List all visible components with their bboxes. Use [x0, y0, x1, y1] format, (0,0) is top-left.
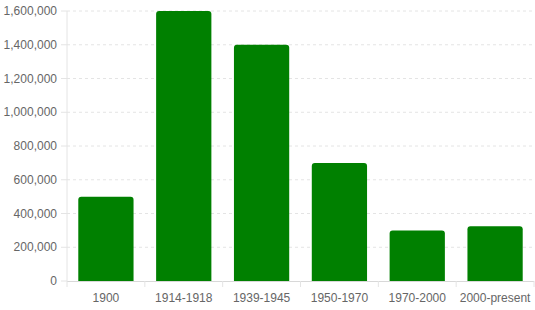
- y-tick-label: 1,000,000: [4, 105, 58, 119]
- grid: [61, 11, 534, 281]
- x-tick: [222, 281, 223, 287]
- bar: [467, 226, 522, 281]
- grid-line: [67, 11, 534, 12]
- x-tick: [456, 281, 457, 287]
- x-tick-label: 2000-present: [460, 291, 531, 305]
- grid-line: [67, 179, 534, 180]
- y-tick: [61, 78, 67, 79]
- grid-line: [67, 78, 534, 79]
- y-tick-label: 1,400,000: [4, 38, 58, 52]
- y-tick: [61, 44, 67, 45]
- y-tick-label: 200,000: [14, 240, 58, 254]
- x-tick: [378, 281, 379, 287]
- y-tick-label: 1,200,000: [4, 72, 58, 86]
- y-tick-label: 1,600,000: [4, 4, 58, 18]
- x-tick: [67, 281, 68, 287]
- grid-line: [67, 213, 534, 214]
- y-tick: [61, 213, 67, 214]
- x-tick: [300, 281, 301, 287]
- x-tick: [534, 281, 535, 287]
- y-tick: [61, 179, 67, 180]
- grid-line: [67, 44, 534, 45]
- bar: [312, 163, 367, 281]
- grid-line: [67, 112, 534, 113]
- bar: [156, 11, 211, 281]
- bars: [78, 11, 522, 281]
- y-tick: [61, 146, 67, 147]
- grid-line: [67, 247, 534, 248]
- x-tick-label: 1914-1918: [155, 291, 213, 305]
- y-tick-label: 400,000: [14, 207, 58, 221]
- x-tick-label: 1900: [93, 291, 120, 305]
- grid-line: [67, 146, 534, 147]
- bar: [390, 230, 445, 281]
- x-tick: [144, 281, 145, 287]
- x-tick-label: 1950-1970: [311, 291, 369, 305]
- x-tick-label: 1939-1945: [233, 291, 291, 305]
- x-tick-label: 1970-2000: [389, 291, 447, 305]
- bar: [78, 197, 133, 281]
- y-tick-label: 600,000: [14, 173, 58, 187]
- y-tick: [61, 11, 67, 12]
- y-tick-label: 800,000: [14, 139, 58, 153]
- bar: [234, 45, 289, 281]
- y-tick: [61, 112, 67, 113]
- chart: 0 200,000 400,000 600,000 800,000 1,000,000 1,…: [0, 0, 535, 310]
- y-tick: [61, 281, 67, 282]
- y-tick-label: 0: [50, 274, 57, 288]
- y-tick: [61, 247, 67, 248]
- y-axis-line: [67, 11, 68, 281]
